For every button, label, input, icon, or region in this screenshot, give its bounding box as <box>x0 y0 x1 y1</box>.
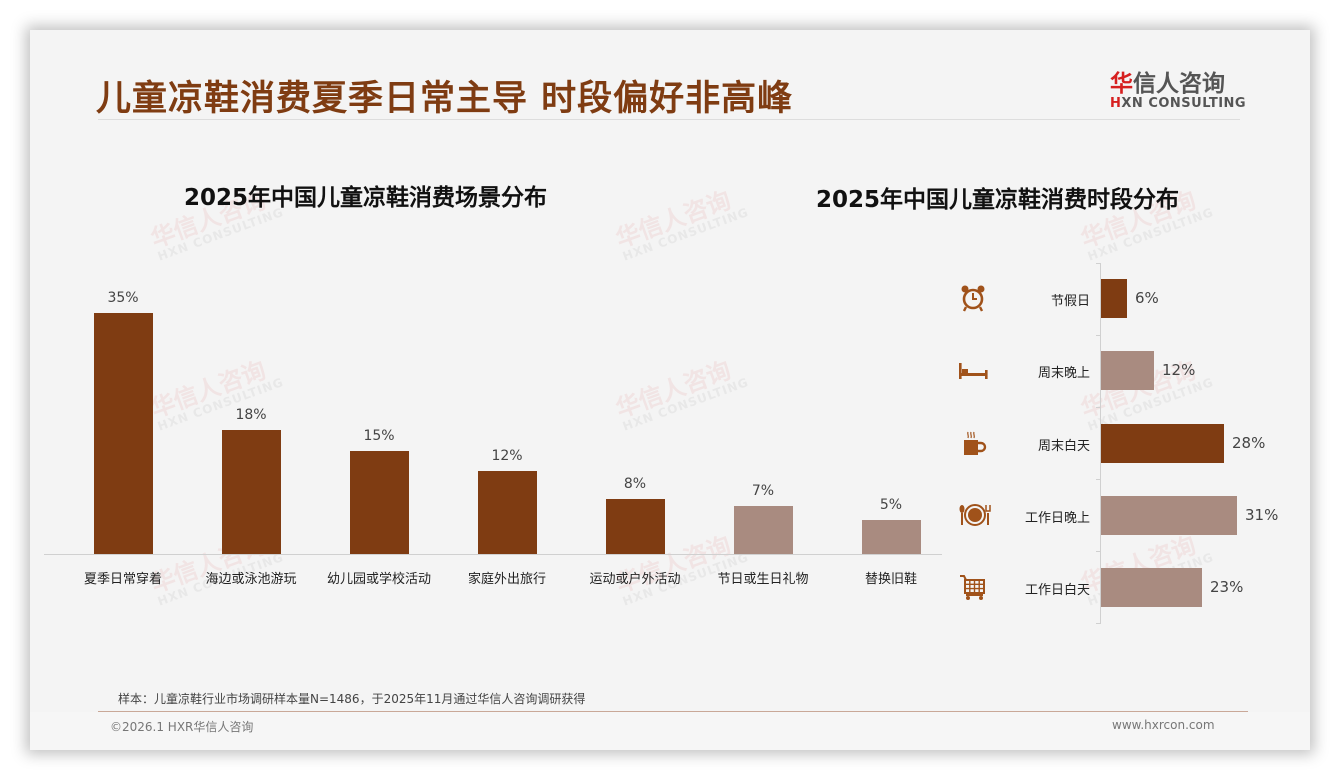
bar-2 <box>1101 424 1224 463</box>
y-axis-line <box>1100 263 1101 623</box>
bar-1 <box>1101 351 1154 390</box>
bed-icon <box>958 356 988 384</box>
scene-chart-title: 2025年中国儿童凉鞋消费场景分布 <box>184 185 548 211</box>
axis-tick <box>1096 407 1101 408</box>
shopping-cart-icon <box>958 573 988 601</box>
scene-bar-chart: 35% 夏季日常穿着 18% 海边或泳池游玩 15% 幼儿园或学校活动 12% 家庭外出旅行 8… <box>44 280 942 587</box>
bar-value-label: 28% <box>1232 434 1266 452</box>
bar-value-label: 8% <box>623 476 647 492</box>
bar-2 <box>350 451 409 554</box>
category-label: 节假日 <box>1050 294 1090 309</box>
bar-value-label: 18% <box>235 407 267 423</box>
footer-divider <box>98 711 1248 712</box>
bar-3 <box>1101 496 1237 535</box>
axis-tick <box>1096 335 1101 336</box>
category-label: 运动或户外活动 <box>589 572 681 587</box>
bar-value-label: 12% <box>491 448 523 464</box>
alarm-clock-icon <box>958 284 988 312</box>
dining-plate-icon <box>958 501 991 529</box>
title-divider <box>98 119 1240 120</box>
copyright: ©2026.1 HXR华信人咨询 <box>110 720 254 734</box>
sample-note: 样本：儿童凉鞋行业市场调研样本量N=1486，于2025年11月通过华信人咨询调… <box>118 692 586 706</box>
bar-value-label: 23% <box>1210 578 1244 596</box>
bar-value-label: 7% <box>751 483 775 499</box>
category-label: 海边或泳池游玩 <box>205 572 297 587</box>
bar-0 <box>94 313 153 554</box>
page-title: 儿童凉鞋消费夏季日常主导 时段偏好非高峰 <box>96 79 794 119</box>
bar-value-label: 35% <box>107 290 139 306</box>
category-label: 替换旧鞋 <box>864 572 917 587</box>
category-label: 幼儿园或学校活动 <box>326 572 431 587</box>
bar-3 <box>478 471 537 554</box>
logo-en: HXN CONSULTING <box>1110 96 1247 111</box>
hot-cup-icon <box>958 429 988 457</box>
axis-tick <box>1096 479 1101 480</box>
brand-logo: 华信人咨询 HXN CONSULTING <box>1110 64 1247 111</box>
slide: 儿童凉鞋消费夏季日常主导 时段偏好非高峰 华信人咨询 HXN CONSULTIN… <box>30 30 1310 750</box>
category-label: 节日或生日礼物 <box>717 572 809 587</box>
bar-value-label: 15% <box>363 428 395 444</box>
time-chart-title: 2025年中国儿童凉鞋消费时段分布 <box>816 187 1180 213</box>
category-label: 家庭外出旅行 <box>467 572 546 587</box>
bar-value-label: 6% <box>1135 289 1159 307</box>
bar-value-label: 31% <box>1245 506 1279 524</box>
category-label: 工作日白天 <box>1024 583 1090 598</box>
bar-4 <box>606 499 665 554</box>
bar-4 <box>1101 568 1202 607</box>
category-label: 周末白天 <box>1037 439 1090 454</box>
axis-tick <box>1096 623 1101 624</box>
bar-6 <box>862 520 921 554</box>
bar-1 <box>222 430 281 554</box>
axis-tick <box>1096 551 1101 552</box>
category-label: 工作日晚上 <box>1024 511 1090 526</box>
website-link[interactable]: www.hxrcon.com <box>1112 718 1215 732</box>
category-label: 周末晚上 <box>1037 366 1090 381</box>
bar-value-label: 12% <box>1162 361 1196 379</box>
bar-value-label: 5% <box>879 497 903 513</box>
footer-band <box>30 712 1310 750</box>
logo-cn: 华信人咨询 <box>1110 71 1225 97</box>
x-axis-line <box>44 554 942 555</box>
axis-tick <box>1096 263 1101 264</box>
category-label: 夏季日常穿着 <box>83 572 162 587</box>
bar-5 <box>734 506 793 554</box>
bar-0 <box>1101 279 1127 318</box>
